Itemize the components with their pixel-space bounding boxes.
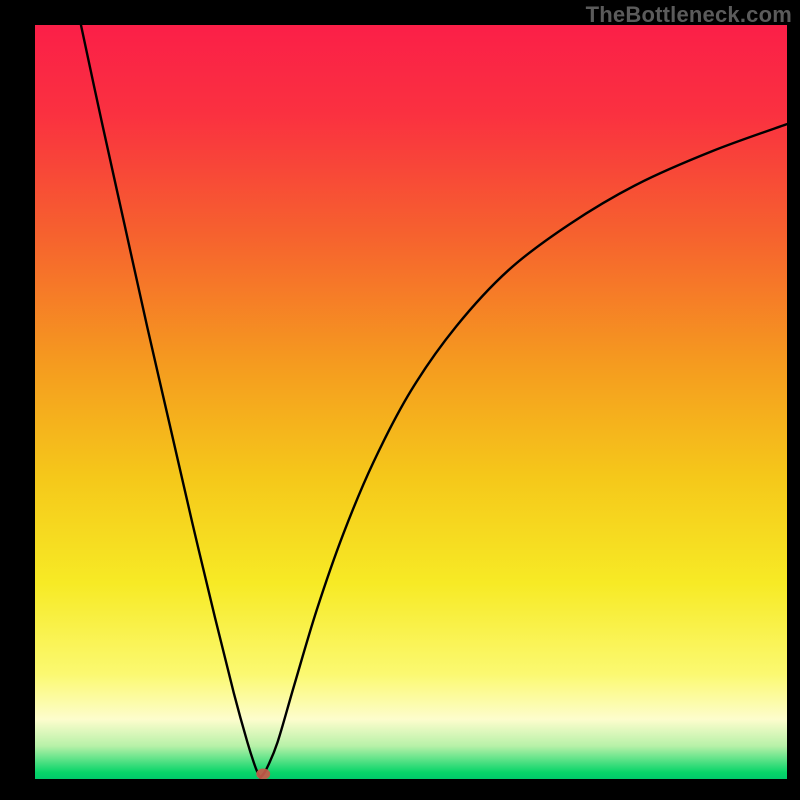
- optimum-marker: [256, 768, 270, 779]
- chart-stage: TheBottleneck.com: [0, 0, 800, 800]
- watermark-text: TheBottleneck.com: [586, 2, 792, 28]
- bottleneck-chart: [0, 0, 800, 800]
- plot-background: [34, 24, 788, 780]
